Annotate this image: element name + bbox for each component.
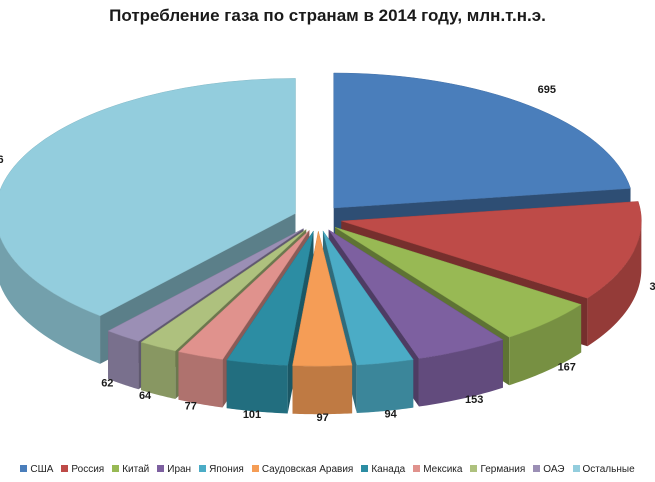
legend-label: ОАЭ — [543, 464, 565, 475]
legend-swatch — [533, 465, 541, 472]
legend-item-япония: Япония — [199, 464, 244, 475]
legend-swatch — [470, 465, 478, 472]
legend-label: Мексика — [423, 464, 463, 475]
data-label-россия: 368 — [649, 281, 655, 293]
legend-item-сша: США — [20, 464, 53, 475]
legend-item-германия: Германия — [470, 464, 525, 475]
legend-label: Иран — [167, 464, 192, 475]
legend-swatch — [361, 465, 369, 472]
legend-label: Остальные — [582, 464, 635, 475]
pie-slice-саудовская-аравия — [292, 231, 353, 415]
legend-item-канада: Канада — [361, 464, 405, 475]
legend-label: Канада — [371, 464, 406, 475]
legend-label: США — [30, 464, 54, 475]
data-label-германия: 64 — [139, 390, 152, 402]
data-label-иран: 153 — [465, 394, 483, 406]
chart-legend: США Россия Китай Иран Япония Саудовская Арави… — [0, 464, 655, 475]
legend-swatch — [157, 465, 165, 472]
data-label-остальные: 1 186 — [0, 154, 4, 166]
data-label-сша: 695 — [538, 84, 556, 96]
legend-item-китай: Китай — [112, 464, 149, 475]
legend-item-саудовская-аравия: Саудовская Аравия — [251, 464, 354, 475]
legend-item-иран: Иран — [157, 464, 191, 475]
legend-swatch — [112, 465, 120, 472]
data-label-саудовская-аравия: 97 — [317, 412, 329, 424]
legend-item-остальные: Остальные — [572, 464, 635, 475]
data-label-оаэ: 62 — [101, 378, 113, 390]
legend-label: Россия — [71, 464, 105, 475]
legend-label: Япония — [209, 464, 244, 475]
legend-swatch — [199, 465, 207, 472]
legend-item-оаэ: ОАЭ — [533, 464, 565, 475]
legend-swatch — [251, 465, 259, 472]
chart-title: Потребление газа по странам в 2014 году,… — [109, 6, 546, 25]
data-label-канада: 101 — [243, 409, 261, 421]
legend-swatch — [572, 465, 580, 472]
legend-label: Саудовская Аравия — [261, 464, 354, 475]
legend-label: Германия — [480, 464, 526, 475]
legend-label: Китай — [122, 464, 150, 475]
legend-item-россия: Россия — [61, 464, 104, 475]
data-label-япония: 94 — [385, 408, 398, 420]
legend-swatch — [413, 465, 421, 472]
legend-swatch — [61, 465, 69, 472]
legend-item-мексика: Мексика — [413, 464, 462, 475]
data-label-мексика: 77 — [185, 400, 197, 412]
data-label-китай: 167 — [558, 362, 576, 374]
legend-swatch — [20, 465, 28, 472]
